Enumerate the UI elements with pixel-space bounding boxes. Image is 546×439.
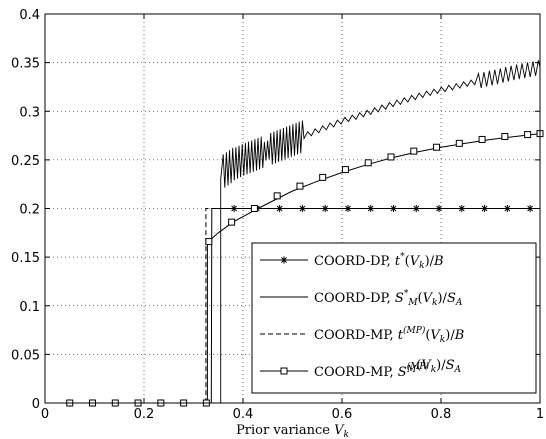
series-coord-mp-s-point (433, 143, 441, 151)
x-tick-label: 0.4 (233, 407, 254, 422)
legend: COORD-DP, t*(Vk)/B COORD-DP, S*M(Vk)/SA CO… (251, 242, 537, 394)
legend-marker-square (280, 367, 288, 375)
series-coord-mp-s-point (250, 205, 258, 212)
series-coord-mp-s-point (341, 166, 349, 174)
y-tick-label: 0.25 (11, 154, 40, 169)
x-tick-label: 1 (536, 407, 544, 422)
series-coord-mp-s-point (364, 159, 372, 167)
series-coord-mp-s-point (478, 135, 486, 143)
legend-entry: COORD-MP, S(MP)M(Vk)/SA (260, 358, 462, 380)
y-tick-label: 0.2 (19, 203, 40, 218)
legend-entry: COORD-MP, t(MP)(Vk)/B (260, 325, 464, 345)
series-coord-dp-t-point (298, 204, 306, 213)
series-coord-dp-t-point (526, 204, 534, 213)
series-coord-dp-t-point (321, 204, 329, 213)
x-tick-label: 0.2 (134, 407, 155, 422)
y-tick-label: 0.35 (11, 57, 40, 72)
series-coord-mp-s-point (296, 182, 304, 190)
x-tick-label: 0.8 (431, 407, 452, 422)
y-tick-label: 0.15 (11, 251, 40, 266)
series-coord-dp-t-point (344, 204, 352, 213)
legend-label: COORD-MP, S(MP)M(Vk)/SA (314, 358, 462, 380)
legend-box (251, 242, 537, 394)
series-coord-mp-s-point (205, 238, 213, 246)
series-coord-dp-t-point (230, 204, 238, 213)
series-coord-dp-t-point (503, 204, 511, 213)
y-tick-label: 0.05 (11, 348, 40, 363)
series-coord-mp-s-point (455, 139, 463, 147)
y-tick-label: 0.1 (19, 300, 40, 315)
series-coord-dp-t-point (389, 204, 398, 213)
x-tick-label: 0 (41, 407, 49, 422)
series-coord-dp-t-point (276, 204, 284, 213)
x-tick-label: 0.6 (332, 407, 353, 422)
legend-label: COORD-MP, t(MP)(Vk)/B (314, 325, 464, 345)
legend-entry: COORD-DP, S*M(Vk)/SA (260, 289, 463, 308)
legend-entry: COORD-DP, t*(Vk)/B (260, 252, 444, 271)
series-coord-dp-t-point (435, 204, 443, 213)
legend-label: COORD-DP, t*(Vk)/B (314, 252, 444, 271)
y-tick-label: 0 (32, 397, 40, 412)
tick-labels: 0 0.2 0.4 0.6 0.8 1 0 0.05 0.1 0.15 0.2 0.25 0.3 0.35… (11, 8, 544, 422)
series-coord-mp-s-point (410, 147, 418, 155)
y-tick-label: 0.3 (19, 105, 40, 120)
series-coord-mp-s-point (387, 153, 395, 161)
legend-marker-asterisk (280, 256, 288, 264)
series-coord-mp-s-point (319, 173, 327, 181)
series-coord-dp-t-point (458, 204, 466, 213)
series-coord-dp-t-point (367, 204, 375, 213)
series-coord-dp-t-point (412, 204, 420, 213)
legend-label: COORD-DP, S*M(Vk)/SA (314, 289, 463, 308)
series-coord-dp-s-line (69, 60, 541, 404)
x-axis-title: Prior variance Vk (236, 423, 349, 439)
series-coord-mp-s-point (228, 218, 236, 226)
series-coord-mp-s-point (273, 192, 281, 200)
series-coord-dp-t-point (480, 204, 489, 213)
y-tick-label: 0.4 (19, 8, 40, 23)
series-coord-mp-s-point (501, 133, 509, 141)
series-coord-mp-s-point (524, 131, 532, 139)
